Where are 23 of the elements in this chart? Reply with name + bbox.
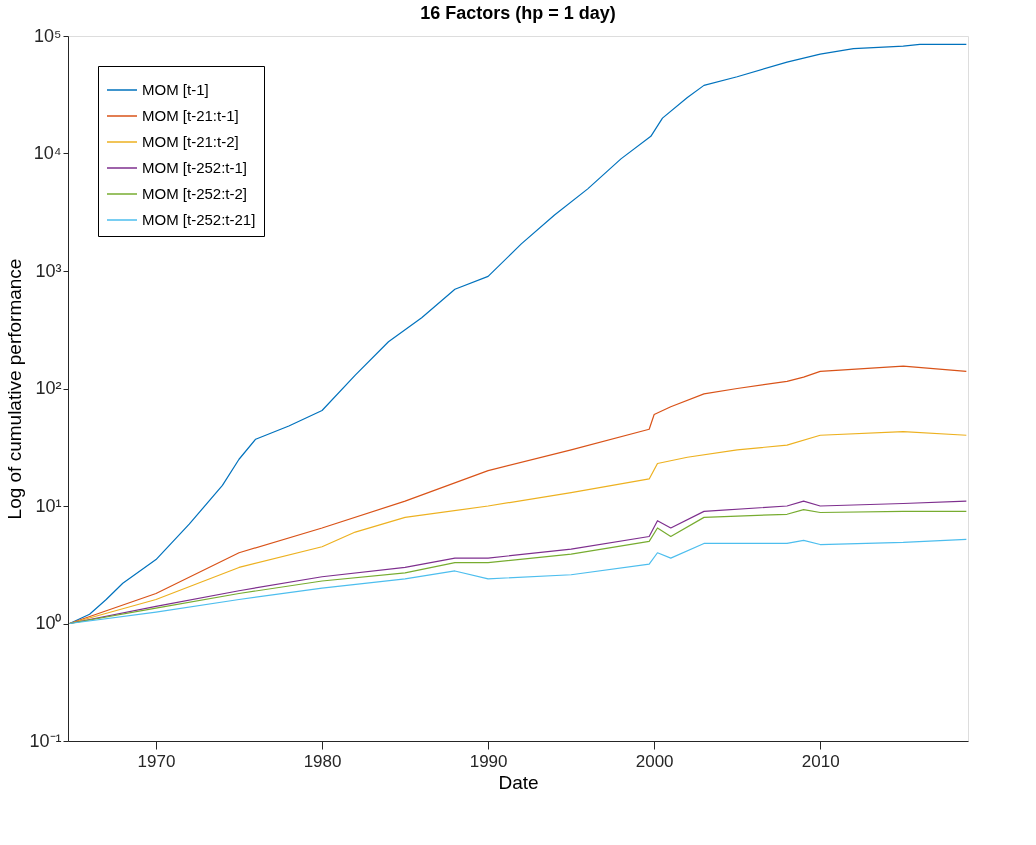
x-tick-label: 2010 xyxy=(801,751,840,771)
y-tick-label: 10⁴ xyxy=(33,143,62,163)
x-tick-label: 1990 xyxy=(469,751,508,771)
chart-title: 16 Factors (hp = 1 day) xyxy=(420,3,616,23)
legend-label: MOM [t-21:t-1] xyxy=(142,107,239,124)
line-series xyxy=(69,43,967,625)
legend-label: MOM [t-1] xyxy=(142,81,209,98)
y-tick-label: 10¹ xyxy=(35,495,62,516)
legend-label: MOM [t-252:t-2] xyxy=(142,185,248,202)
legend-label: MOM [t-252:t-1] xyxy=(142,159,248,176)
x-tick-label: 2000 xyxy=(635,751,674,771)
y-tick-label: 10⁰ xyxy=(35,613,62,633)
legend-label: MOM [t-21:t-2] xyxy=(142,133,239,150)
x-tick-label: 1970 xyxy=(137,751,176,771)
y-tick-label: 10⁻¹ xyxy=(29,730,62,751)
x-axis-title: Date xyxy=(498,771,539,793)
y-tick-label: 10³ xyxy=(35,260,62,281)
line-series xyxy=(69,538,967,625)
y-axis-title: Log of cumulative performance xyxy=(4,258,26,520)
y-tick-label: 10⁵ xyxy=(34,25,62,46)
legend-label: MOM [t-252:t-21] xyxy=(142,211,256,228)
x-tick-label: 1980 xyxy=(303,751,342,771)
y-tick-label: 10² xyxy=(35,378,62,398)
